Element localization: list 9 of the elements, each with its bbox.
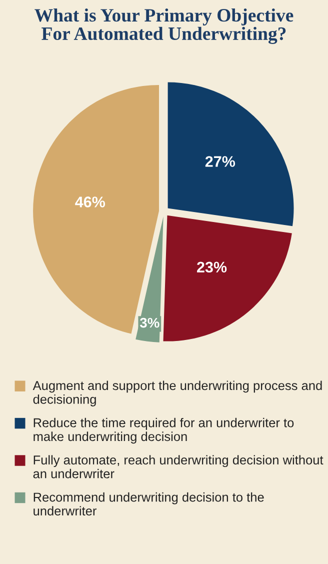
data-label: 46%: [75, 196, 106, 208]
data-label: 27%: [205, 156, 236, 167]
legend-label: Fully automate, reach underwriting decision without an underwriter: [33, 455, 324, 478]
data-label: 23%: [197, 262, 227, 273]
data-label: 3%: [140, 318, 160, 328]
legend-label: Reduce the time required for an underwriter to make underwriting decision: [34, 418, 294, 444]
legend-label: Recommend underwriting decision to the underwriter: [34, 492, 264, 516]
chart-title: What is Your Primary Objective For Automated Underwriting?: [34, 8, 294, 44]
legend-label: Augment and support the underwriting process and decisioning: [32, 380, 322, 406]
